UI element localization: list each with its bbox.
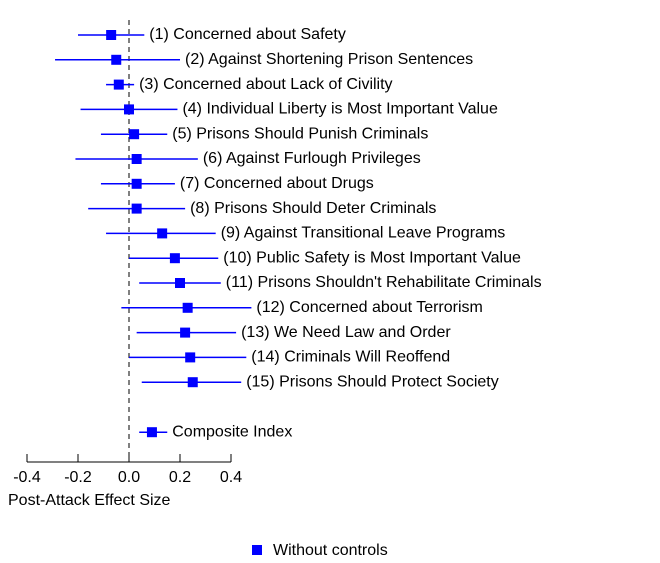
row-label: (11) Prisons Shouldn't Rehabilitate Crim… — [226, 274, 542, 291]
x-tick-label: -0.2 — [64, 469, 92, 486]
x-axis-label: Post-Attack Effect Size — [8, 492, 171, 509]
point — [146, 427, 157, 438]
row-label: (12) Concerned about Terrorism — [256, 299, 482, 316]
row-label: (8) Prisons Should Deter Criminals — [190, 200, 436, 217]
point — [187, 377, 198, 388]
point — [124, 104, 134, 115]
legend-label: Without controls — [273, 542, 388, 559]
point — [169, 253, 180, 264]
point — [131, 203, 142, 214]
row-label: (15) Prisons Should Protect Society — [246, 373, 499, 390]
row-label: (5) Prisons Should Punish Criminals — [172, 125, 428, 142]
point — [180, 327, 191, 338]
point — [157, 228, 168, 239]
point — [113, 79, 124, 90]
point — [106, 30, 117, 40]
legend-marker — [252, 545, 262, 555]
point — [175, 278, 185, 288]
row-label: (3) Concerned about Lack of Civility — [139, 76, 392, 93]
row-label: (7) Concerned about Drugs — [180, 175, 374, 192]
x-tick-label: 0.2 — [169, 469, 191, 486]
row-label: (4) Individual Liberty is Most Important… — [182, 101, 498, 118]
point — [111, 54, 122, 65]
row-label: (10) Public Safety is Most Important Val… — [223, 249, 521, 266]
x-tick-label: 0.4 — [220, 469, 242, 486]
x-tick-label: 0.0 — [118, 469, 140, 486]
row-label: (2) Against Shortening Prison Sentences — [185, 51, 473, 68]
row-label: (14) Criminals Will Reoffend — [251, 349, 450, 366]
point — [185, 352, 196, 363]
row-label: Composite Index — [172, 423, 292, 440]
row-label: (13) We Need Law and Order — [241, 324, 451, 341]
point — [182, 302, 193, 313]
point — [131, 154, 142, 164]
x-tick-label: -0.4 — [13, 469, 41, 486]
row-label: (6) Against Furlough Privileges — [203, 150, 421, 167]
row-label: (1) Concerned about Safety — [149, 26, 346, 43]
point — [129, 129, 140, 140]
point — [131, 178, 142, 189]
row-label: (9) Against Transitional Leave Programs — [221, 225, 506, 242]
